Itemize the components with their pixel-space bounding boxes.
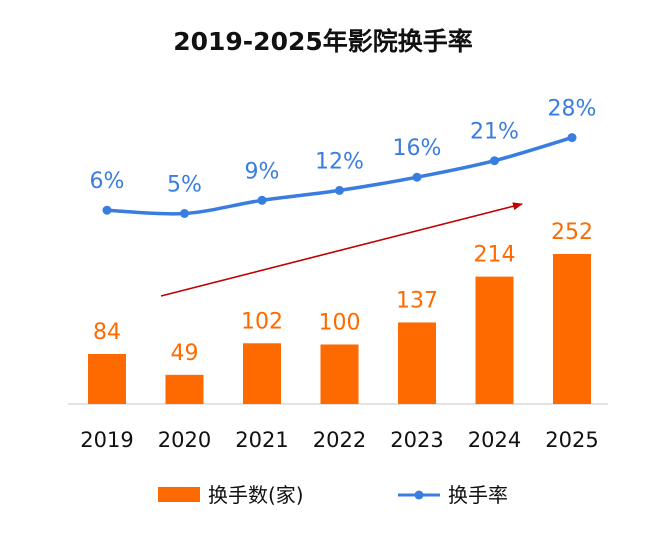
rate-value-label-2021: 9%: [245, 159, 280, 184]
x-tick-label-2025: 2025: [545, 428, 598, 452]
rate-value-label-2024: 21%: [470, 120, 519, 145]
bar-value-label-2023: 137: [396, 288, 438, 313]
bar-2021: [243, 343, 281, 404]
bar-value-label-2019: 84: [93, 320, 121, 345]
bar-2025: [553, 254, 591, 404]
rate-value-label-2019: 6%: [90, 169, 125, 194]
x-tick-label-2019: 2019: [80, 428, 133, 452]
rate-point-2021: [257, 195, 267, 205]
rate-value-label-2022: 12%: [315, 149, 364, 174]
rate-point-2023: [412, 172, 422, 182]
x-tick-label-2024: 2024: [468, 428, 521, 452]
bar-value-label-2024: 214: [474, 243, 516, 268]
bar-value-label-2020: 49: [171, 341, 199, 366]
rate-point-2022: [335, 185, 344, 195]
bar-2024: [475, 276, 514, 404]
bar-2019: [88, 354, 126, 404]
x-tick-label-2020: 2020: [158, 428, 211, 452]
rate-value-label-2023: 16%: [393, 136, 442, 161]
legend-line-marker: [414, 490, 424, 500]
legend-bar-label: 换手数(家): [208, 483, 304, 507]
rate-point-2025: [567, 133, 577, 143]
legend-line-label: 换手率: [448, 483, 508, 507]
rate-point-2024: [490, 156, 499, 166]
trend-arrow: [160, 202, 523, 297]
bar-2022: [320, 344, 359, 404]
x-tick-label-2021: 2021: [235, 428, 288, 452]
legend-bar-swatch: [158, 487, 200, 502]
rate-value-label-2025: 28%: [548, 97, 597, 122]
rate-point-2019: [102, 205, 112, 215]
bar-value-label-2025: 252: [551, 220, 593, 245]
x-tick-label-2023: 2023: [390, 428, 443, 452]
chart-title: 2019-2025年影院换手率: [173, 27, 473, 56]
x-tick-label-2022: 2022: [313, 428, 366, 452]
bar-2023: [398, 322, 436, 404]
bar-2020: [165, 374, 204, 404]
bar-value-label-2021: 102: [241, 309, 283, 334]
rate-point-2020: [180, 209, 189, 218]
rate-value-label-2020: 5%: [167, 173, 202, 198]
bar-value-label-2022: 100: [319, 310, 361, 335]
